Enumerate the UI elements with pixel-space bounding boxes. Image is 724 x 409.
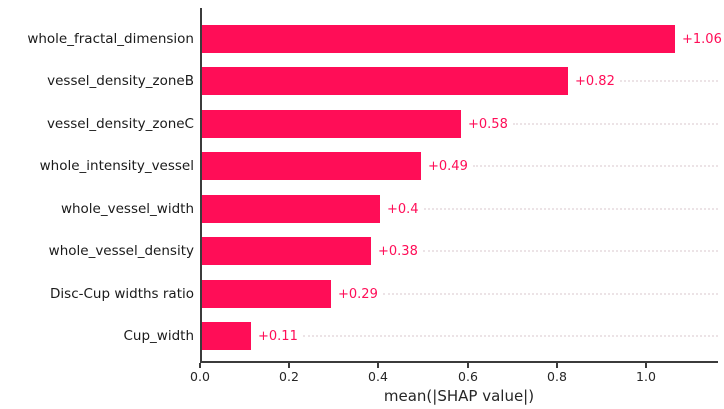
bar-value-label: +0.4 bbox=[387, 201, 419, 217]
x-tick-label: 0.2 bbox=[279, 369, 299, 384]
y-tick-label: vessel_density_zoneC bbox=[46, 116, 194, 132]
bar bbox=[202, 152, 421, 180]
bar-value-label: +0.11 bbox=[258, 328, 298, 344]
bar bbox=[202, 195, 380, 223]
x-tick-mark bbox=[645, 363, 647, 368]
bar-value-label: +0.38 bbox=[378, 243, 418, 259]
bar-row: +0.38 bbox=[202, 237, 718, 265]
leader-dotted-line bbox=[382, 293, 718, 295]
y-tick-label: vessel_density_zoneB bbox=[47, 73, 194, 89]
y-tick-label: whole_vessel_width bbox=[60, 201, 194, 217]
leader-dotted-line bbox=[472, 165, 718, 167]
x-tick-mark bbox=[199, 363, 201, 368]
leader-dotted-line bbox=[422, 250, 718, 252]
y-tick-label: Disc-Cup widths ratio bbox=[50, 286, 194, 302]
x-tick-label: 0.8 bbox=[547, 369, 567, 384]
x-tick-mark bbox=[288, 363, 290, 368]
x-tick-mark bbox=[377, 363, 379, 368]
y-tick-label: Cup_width bbox=[123, 328, 194, 344]
leader-dotted-line bbox=[512, 123, 718, 125]
x-axis-label: mean(|SHAP value|) bbox=[383, 387, 535, 405]
bar-value-label: +0.49 bbox=[428, 158, 468, 174]
x-tick-label: 0.0 bbox=[190, 369, 210, 384]
x-tick-label: 0.6 bbox=[458, 369, 478, 384]
leader-dotted-line bbox=[423, 208, 718, 210]
leader-dotted-line bbox=[302, 335, 718, 337]
bar bbox=[202, 322, 251, 350]
x-tick-label: 1.0 bbox=[636, 369, 656, 384]
bar-row: +0.58 bbox=[202, 110, 718, 138]
bar bbox=[202, 67, 568, 95]
y-axis-spine bbox=[200, 8, 202, 363]
bar bbox=[202, 110, 461, 138]
x-axis-spine bbox=[200, 361, 718, 363]
x-tick-mark bbox=[556, 363, 558, 368]
bar-row: +0.49 bbox=[202, 152, 718, 180]
bar bbox=[202, 237, 371, 265]
y-tick-label: whole_vessel_density bbox=[48, 243, 194, 259]
bar-row: +0.4 bbox=[202, 195, 718, 223]
x-tick-mark bbox=[467, 363, 469, 368]
bar-row: +0.11 bbox=[202, 322, 718, 350]
bar-row: +0.29 bbox=[202, 280, 718, 308]
y-tick-label: whole_intensity_vessel bbox=[39, 158, 194, 174]
leader-dotted-line bbox=[619, 80, 718, 82]
bar-value-label: +0.82 bbox=[575, 73, 615, 89]
bar-row: +0.82 bbox=[202, 67, 718, 95]
bar-value-label: +0.29 bbox=[338, 286, 378, 302]
bar bbox=[202, 25, 675, 53]
bar-value-label: +0.58 bbox=[468, 116, 508, 132]
bar-row: +1.06 bbox=[202, 25, 722, 53]
bar-value-label: +1.06 bbox=[682, 31, 722, 47]
y-tick-label: whole_fractal_dimension bbox=[27, 31, 194, 47]
bar bbox=[202, 280, 331, 308]
x-tick-label: 0.4 bbox=[368, 369, 388, 384]
